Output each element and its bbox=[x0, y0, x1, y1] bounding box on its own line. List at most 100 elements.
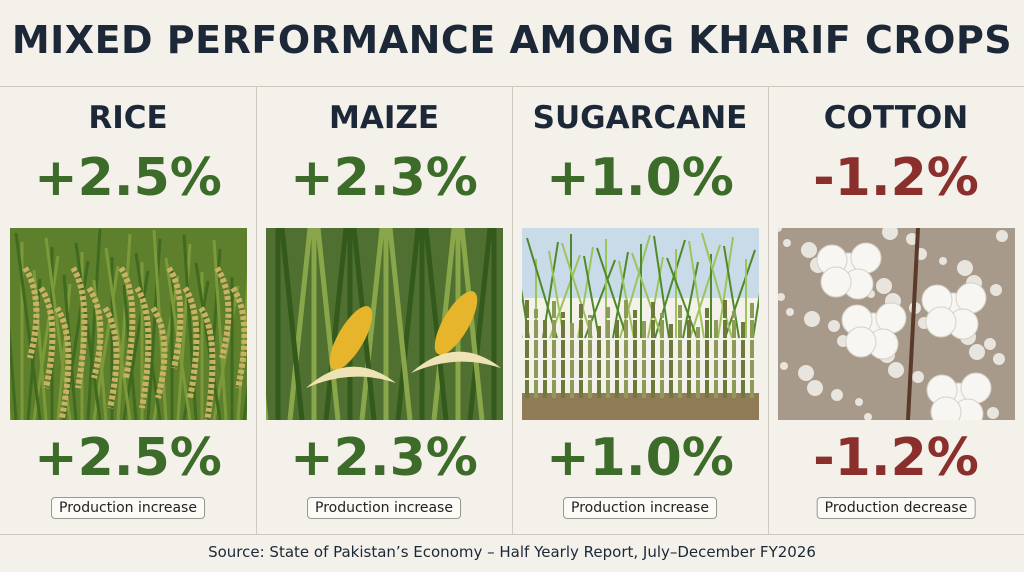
crop-image bbox=[266, 228, 503, 420]
crop-image bbox=[522, 228, 759, 420]
husk bbox=[411, 351, 501, 373]
card: COTTON -1.2% -1.2% Production decrease bbox=[768, 86, 1024, 534]
change: +1.0% bbox=[546, 428, 734, 488]
stalk bbox=[315, 228, 341, 420]
headline-change: +2.5% bbox=[34, 148, 222, 208]
cob bbox=[434, 291, 478, 355]
boll bbox=[798, 365, 814, 381]
stalk bbox=[287, 228, 313, 420]
leaf bbox=[647, 256, 664, 339]
leaf bbox=[14, 232, 42, 420]
divider bbox=[512, 86, 513, 534]
headline-change: +1.0% bbox=[546, 148, 734, 208]
grain bbox=[86, 286, 104, 379]
crop-image bbox=[10, 228, 247, 420]
leaf bbox=[717, 236, 734, 339]
boll bbox=[960, 372, 992, 404]
stalk bbox=[359, 228, 385, 420]
grain bbox=[102, 306, 120, 409]
crop-name: MAIZE bbox=[328, 100, 440, 136]
boll bbox=[783, 239, 791, 247]
leaf bbox=[62, 274, 78, 420]
leaf bbox=[688, 240, 705, 339]
leaf bbox=[583, 255, 600, 339]
card: RICE +2.5% +2.5% Production increase bbox=[0, 86, 256, 534]
grain bbox=[134, 286, 152, 409]
boll bbox=[778, 228, 782, 232]
boll bbox=[912, 371, 924, 383]
boll bbox=[807, 380, 823, 396]
leaf bbox=[104, 247, 132, 420]
boll bbox=[850, 242, 882, 274]
boll bbox=[780, 362, 788, 370]
boll bbox=[939, 257, 947, 265]
leaf bbox=[116, 233, 132, 420]
boll bbox=[786, 308, 794, 316]
grain bbox=[54, 306, 72, 419]
boll bbox=[875, 302, 907, 334]
change-label: Production increase bbox=[51, 497, 205, 519]
grain bbox=[38, 286, 56, 389]
boll bbox=[828, 320, 840, 332]
leaf bbox=[10, 323, 18, 420]
source: Source: State of Pakistan’s Economy – Ha… bbox=[208, 543, 816, 561]
boll bbox=[882, 228, 898, 240]
grain bbox=[182, 286, 200, 399]
cob bbox=[329, 306, 373, 370]
change: -1.2% bbox=[813, 428, 979, 488]
boll bbox=[925, 306, 957, 338]
leaf bbox=[176, 243, 192, 420]
stem bbox=[906, 228, 920, 420]
boll bbox=[820, 266, 852, 298]
leaf bbox=[561, 242, 593, 339]
grain bbox=[118, 266, 136, 379]
grain bbox=[166, 266, 184, 369]
boll bbox=[855, 398, 863, 406]
leaf bbox=[653, 235, 670, 339]
change-label: Production increase bbox=[307, 497, 461, 519]
card: MAIZE +2.3% +2.3% Production increase bbox=[256, 86, 512, 534]
boll bbox=[864, 413, 872, 420]
crop-image bbox=[778, 228, 1015, 420]
husk bbox=[306, 366, 396, 388]
stalk bbox=[459, 228, 485, 420]
stalk bbox=[423, 228, 449, 420]
leaf bbox=[666, 257, 698, 339]
boll bbox=[996, 230, 1008, 242]
leaf bbox=[44, 237, 72, 420]
headline-change: -1.2% bbox=[813, 148, 979, 208]
stalk bbox=[395, 228, 421, 420]
boll bbox=[801, 242, 817, 258]
card: SUGARCANE +1.0% +1.0% Production increase bbox=[512, 86, 768, 534]
crop-name: RICE bbox=[88, 100, 168, 136]
grain bbox=[230, 286, 247, 389]
stalk bbox=[323, 228, 349, 420]
leaf bbox=[32, 269, 48, 420]
stalk bbox=[279, 228, 305, 420]
leaf bbox=[723, 245, 740, 339]
change: +2.3% bbox=[290, 428, 478, 488]
grain bbox=[214, 266, 232, 359]
boll bbox=[778, 293, 785, 301]
leaf bbox=[631, 252, 663, 339]
grain bbox=[198, 306, 216, 420]
boll bbox=[804, 311, 820, 327]
boll bbox=[990, 284, 1002, 296]
divider bbox=[0, 534, 1024, 535]
grain bbox=[150, 306, 168, 399]
change: +2.5% bbox=[34, 428, 222, 488]
boll bbox=[876, 278, 892, 294]
divider bbox=[768, 86, 769, 534]
leaf bbox=[752, 293, 759, 339]
stalk bbox=[467, 228, 493, 420]
stalk bbox=[387, 228, 413, 420]
leaf bbox=[86, 228, 102, 420]
grain bbox=[70, 266, 88, 389]
leaf bbox=[618, 260, 635, 339]
boll bbox=[906, 233, 918, 245]
boll bbox=[831, 389, 843, 401]
leaf bbox=[724, 249, 756, 339]
leaf bbox=[689, 244, 721, 339]
headline-change: +2.3% bbox=[290, 148, 478, 208]
